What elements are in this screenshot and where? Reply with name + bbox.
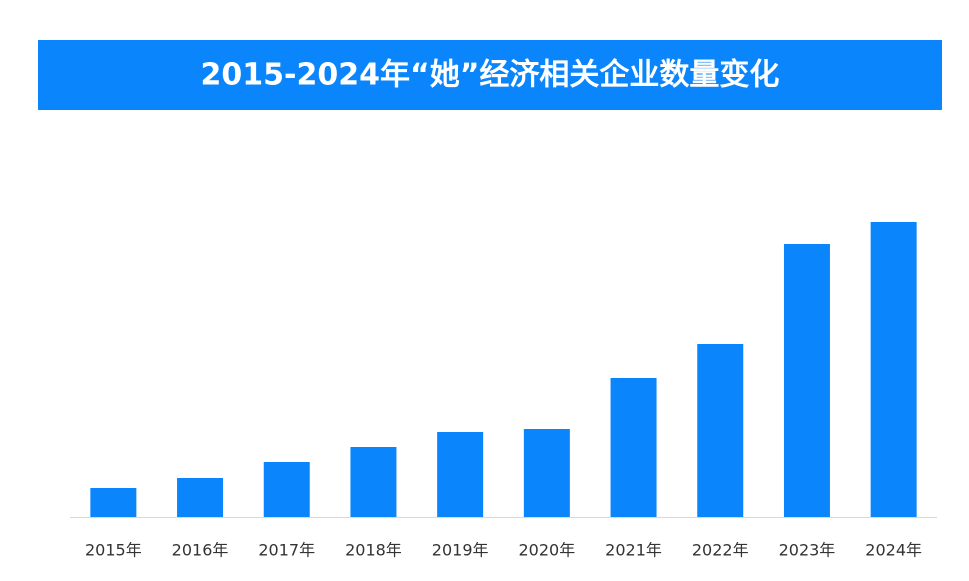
x-tick-label: 2024年	[865, 541, 922, 560]
x-tick-label: 2016年	[172, 541, 229, 560]
x-tick-label: 2021年	[605, 541, 662, 560]
x-tick-label: 2018年	[345, 541, 402, 560]
x-tick-label: 2017年	[258, 541, 315, 560]
bar	[870, 222, 917, 517]
chart-title: 2015-2024年“她”经济相关企业数量变化	[201, 58, 780, 93]
bar	[610, 378, 657, 517]
bar	[697, 344, 744, 517]
x-tick-label: 2015年	[85, 541, 142, 560]
x-tick-label: 2020年	[518, 541, 575, 560]
x-tick-label: 2019年	[432, 541, 489, 560]
x-tick-label: 2023年	[779, 541, 836, 560]
bar	[90, 488, 137, 517]
bar	[350, 447, 397, 517]
bar	[177, 478, 224, 517]
x-tick-label: 2022年	[692, 541, 749, 560]
bar	[783, 244, 830, 517]
bar	[523, 429, 570, 517]
bar	[437, 432, 484, 517]
bar	[263, 462, 310, 517]
title-banner	[38, 40, 942, 110]
